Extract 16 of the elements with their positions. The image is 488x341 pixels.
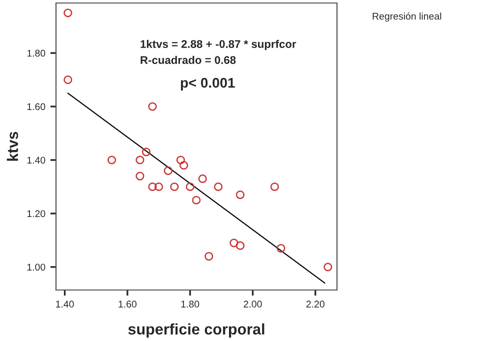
x-tick-label: 2.20 [306,300,324,308]
y-tick-label: 1.20 [27,210,46,218]
x-tick-label: 1.60 [118,300,137,308]
y-axis-title: ktvs [6,132,18,161]
y-tick-label: 1.60 [27,103,46,110]
x-tick-label: 2.00 [244,300,262,308]
annotation: p< 0.001 [180,78,235,90]
annotation: R-cuadrado = 0.68 [140,56,236,64]
y-tick-label: 1.40 [27,156,46,164]
x-tick-label: 1.80 [181,300,200,308]
x-axis-title: superficie corporal [128,323,264,338]
x-tick-label: 1.40 [56,300,74,308]
annotation: 1ktvs = 2.88 + -0.87 * suprfcor [140,40,296,50]
text: Regresión lineal [372,12,442,22]
y-tick-label: 1.80 [27,50,46,57]
y-tick-label: 1.00 [27,264,46,271]
